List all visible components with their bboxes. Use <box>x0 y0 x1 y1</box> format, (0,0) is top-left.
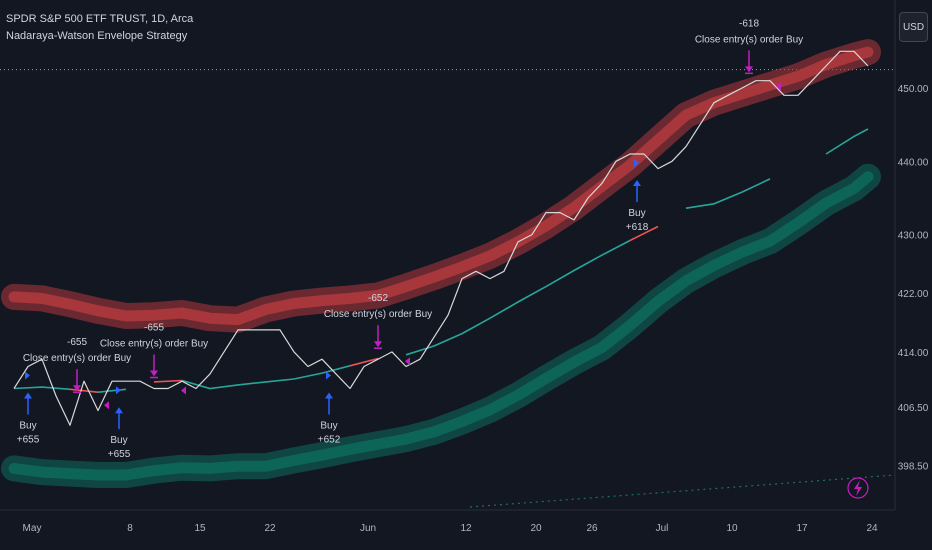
y-tick-label-0: 398.50 <box>898 462 929 473</box>
close-flag-4 <box>104 401 109 410</box>
y-tick-label-4: 430.00 <box>898 231 929 242</box>
midline-segment-2 <box>97 388 127 393</box>
x-tick-label-0: May <box>23 523 42 534</box>
buy-label-1: Buy <box>110 435 127 446</box>
buy-arrow-3 <box>633 179 641 186</box>
close-arrow-6 <box>374 341 382 348</box>
x-tick-label-6: 20 <box>530 523 542 534</box>
x-tick-label-9: 10 <box>726 523 738 534</box>
currency-button[interactable]: USD <box>899 12 928 42</box>
midline-segment-4 <box>181 365 351 390</box>
upper-band-inner <box>8 46 874 326</box>
buy-flag-3 <box>634 158 639 167</box>
close-arrow-4 <box>73 385 81 392</box>
close-label-4: Close entry(s) order Buy <box>23 353 131 364</box>
midline-segment-8 <box>685 178 771 209</box>
y-tick-label-3: 422.00 <box>898 289 929 300</box>
x-tick-label-5: 12 <box>460 523 472 534</box>
midline-segment-10 <box>825 128 869 155</box>
x-tick-label-3: 22 <box>264 523 276 534</box>
buy-arrow-1 <box>115 407 123 414</box>
midline-segment-5 <box>349 357 379 367</box>
close-label-6: Close entry(s) order Buy <box>324 309 432 320</box>
buy-arrow-0 <box>24 392 32 399</box>
midline-segment-1 <box>69 388 99 393</box>
trend-line <box>469 474 896 508</box>
buy-label-3: Buy <box>628 208 645 219</box>
buy-amount-3: +618 <box>626 222 649 233</box>
y-tick-label-2: 414.00 <box>898 348 929 359</box>
buy-flag-0 <box>25 371 30 380</box>
close-flag-6 <box>405 357 410 366</box>
buy-amount-1: +655 <box>108 449 131 460</box>
midline-segment-3 <box>153 379 183 383</box>
y-tick-label-6: 450.00 <box>898 84 929 95</box>
close-label-7: Close entry(s) order Buy <box>695 34 803 45</box>
buy-amount-2: +652 <box>318 435 341 446</box>
midline-segment-6 <box>405 239 631 356</box>
buy-flag-1 <box>116 386 121 395</box>
buy-arrow-2 <box>325 392 333 399</box>
lightning-bolt-icon <box>854 480 862 496</box>
buy-flag-2 <box>326 371 331 380</box>
close-arrow-7 <box>745 66 753 73</box>
midline-segment-7 <box>629 225 659 242</box>
x-tick-label-2: 15 <box>194 523 206 534</box>
x-tick-label-1: 8 <box>127 523 133 534</box>
y-tick-label-1: 406.50 <box>898 403 929 414</box>
buy-label-0: Buy <box>19 421 36 432</box>
close-label-5: Close entry(s) order Buy <box>100 339 208 350</box>
buy-label-2: Buy <box>320 421 337 432</box>
x-tick-label-11: 24 <box>866 523 878 534</box>
y-tick-label-5: 440.00 <box>898 157 929 168</box>
close-arrow-5 <box>150 370 158 377</box>
indicator-title: Nadaraya-Watson Envelope Strategy <box>6 30 188 42</box>
x-tick-label-10: 17 <box>796 523 808 534</box>
midline-segment-0 <box>13 386 71 391</box>
close-amount-7: -618 <box>739 18 759 29</box>
close-flag-7 <box>776 82 781 91</box>
price-line <box>13 50 869 426</box>
lightning-icon <box>847 477 869 499</box>
x-tick-label-7: 26 <box>586 523 598 534</box>
close-flag-5 <box>181 386 186 395</box>
x-tick-label-4: Jun <box>360 523 376 534</box>
symbol-title: SPDR S&P 500 ETF TRUST, 1D, Arca <box>6 13 194 25</box>
x-tick-label-8: Jul <box>656 523 669 534</box>
close-amount-4: -655 <box>67 337 87 348</box>
close-amount-6: -652 <box>368 293 388 304</box>
close-amount-5: -655 <box>144 323 164 334</box>
buy-amount-0: +655 <box>17 435 40 446</box>
lower-band-inner <box>8 171 874 481</box>
